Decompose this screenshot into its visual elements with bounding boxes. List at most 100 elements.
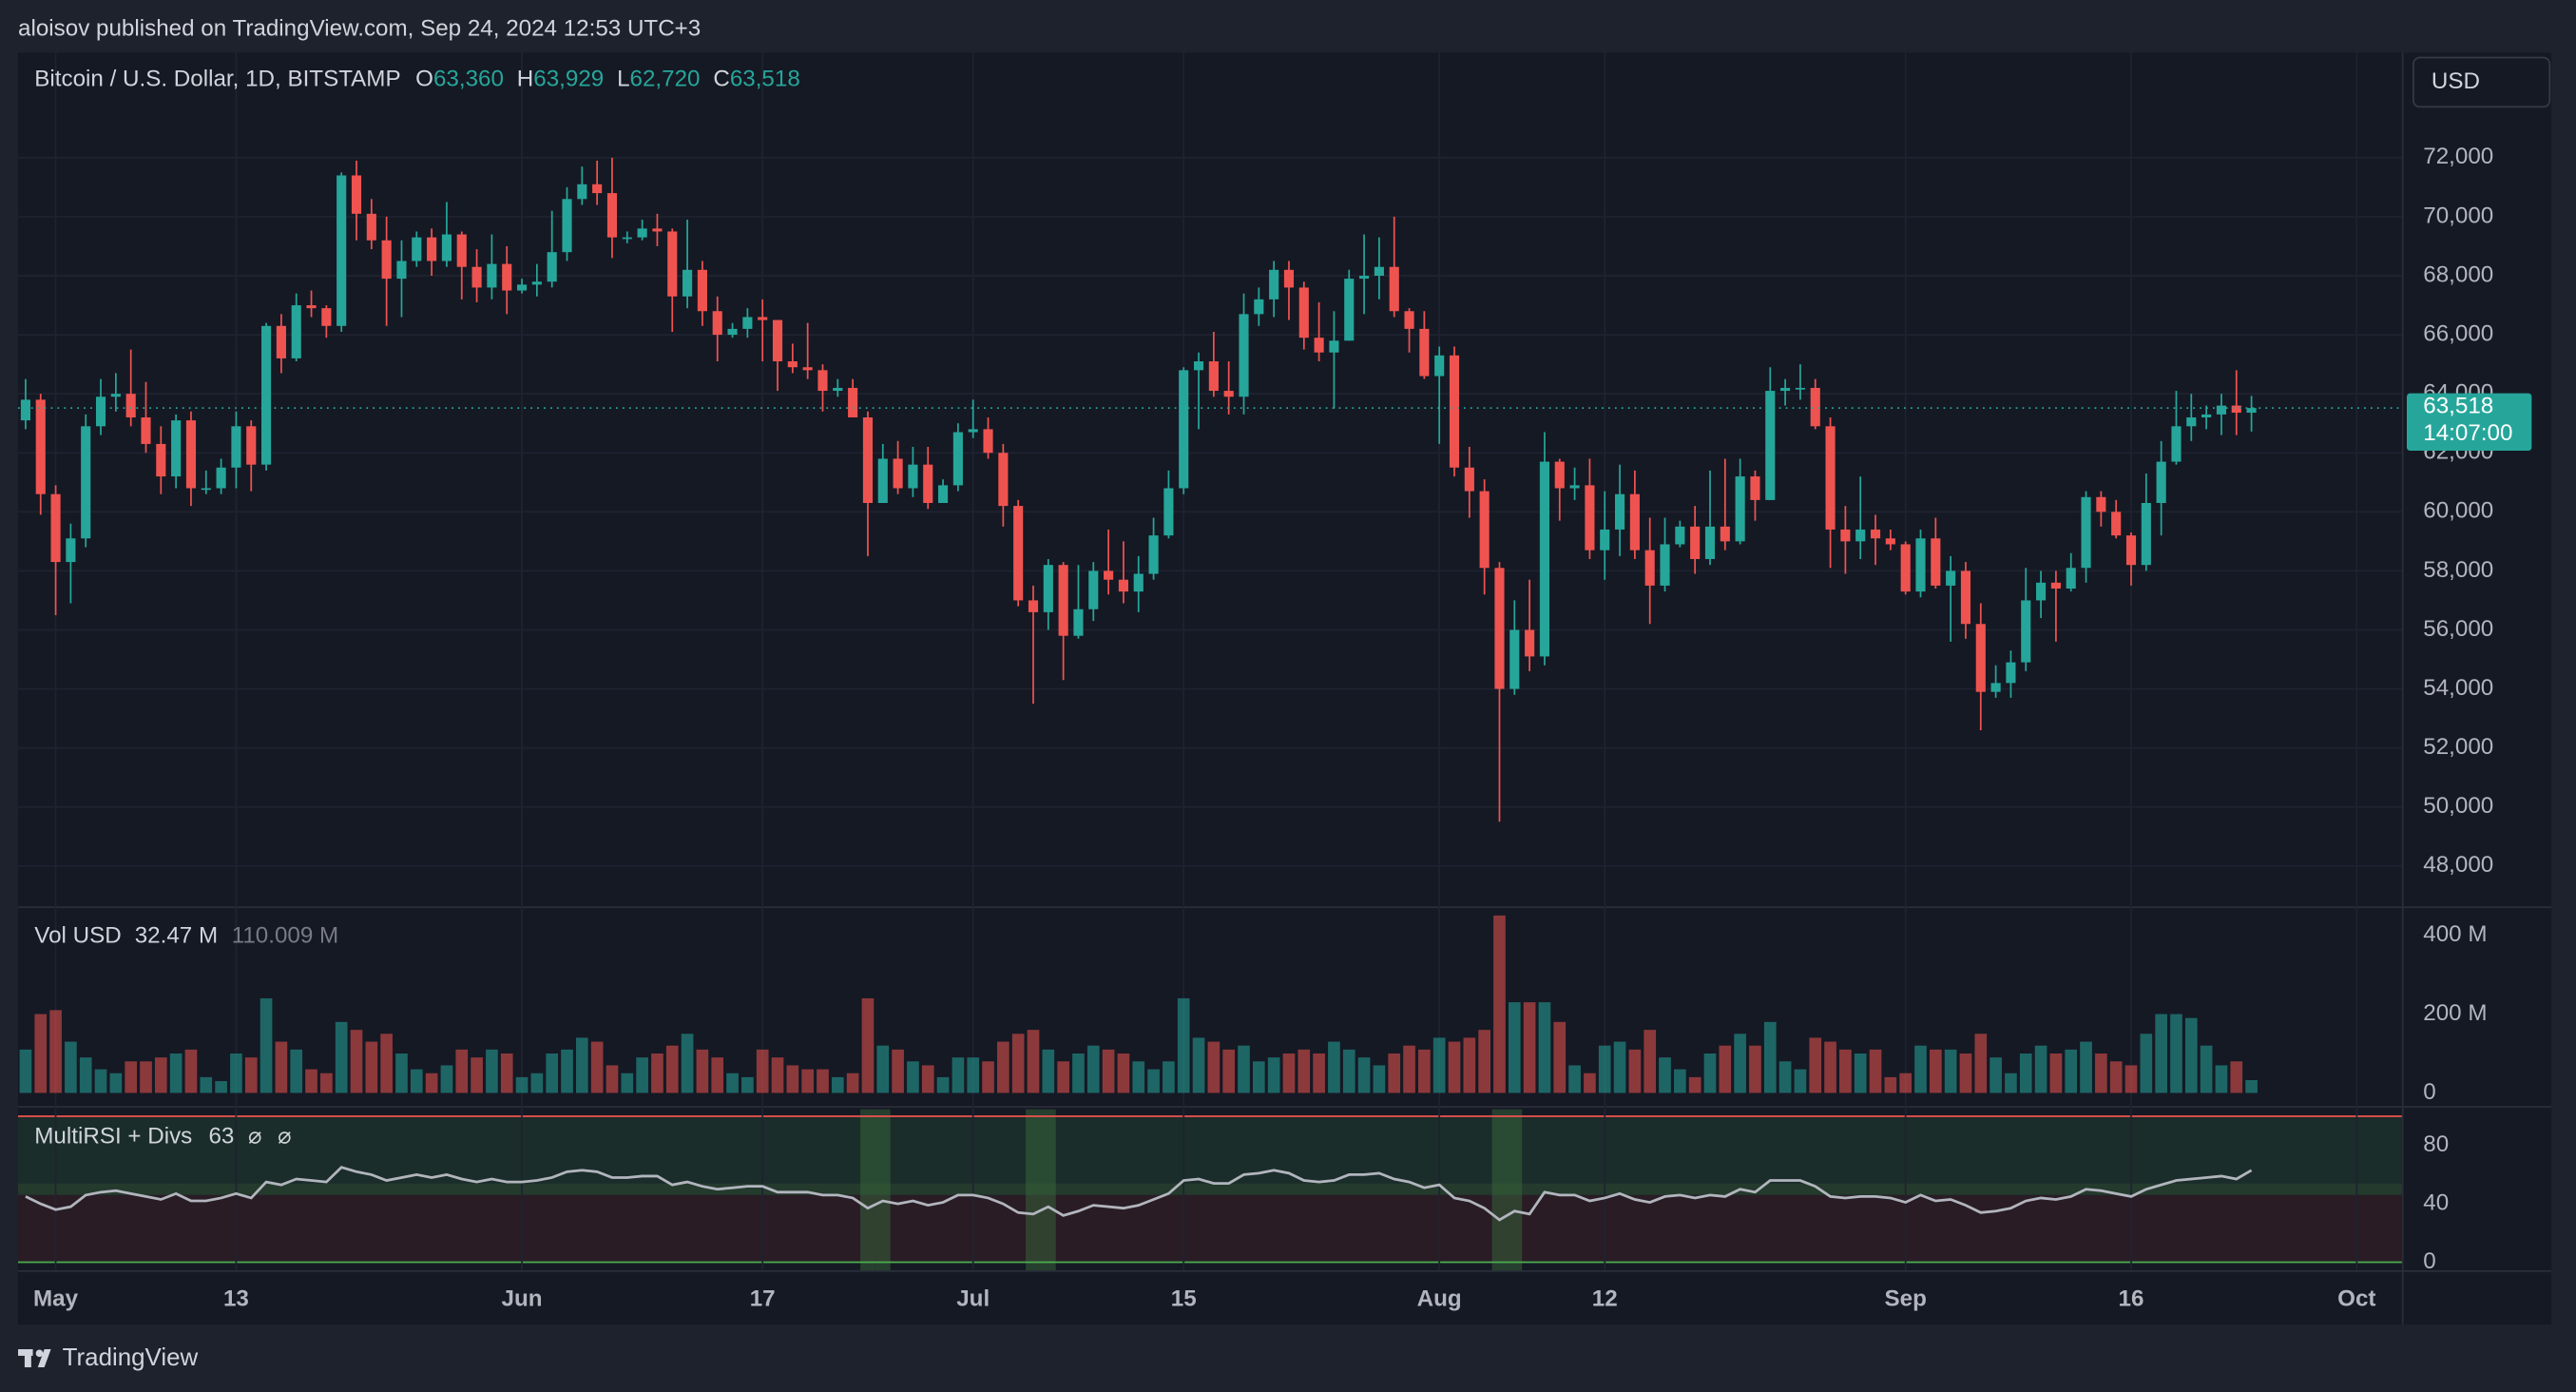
volume-bar <box>1192 1037 1205 1093</box>
divergence-highlight <box>875 1109 891 1271</box>
volume-bar <box>320 1073 333 1093</box>
candle-body <box>321 308 332 326</box>
candle-body <box>20 399 30 421</box>
volume-bar <box>79 1057 92 1093</box>
volume-bar <box>1388 1053 1401 1093</box>
ohlc-value: 63,518 <box>730 67 800 92</box>
volume-bar <box>2200 1045 2213 1093</box>
candle-body <box>471 266 482 288</box>
candle-body <box>1269 269 1279 300</box>
candle-body <box>742 317 753 329</box>
volume-bar <box>1432 1037 1446 1093</box>
candle-body <box>171 420 182 477</box>
volume-bar <box>1824 1041 1836 1093</box>
candle-body <box>1750 476 1760 500</box>
candle-body <box>2036 582 2047 601</box>
volume-bar <box>756 1049 769 1093</box>
volume-bar <box>2215 1065 2228 1093</box>
candle-body <box>1660 544 1670 586</box>
candle-body <box>2231 405 2241 414</box>
y-tick-label: 48,000 <box>2423 852 2493 878</box>
volume-bar <box>350 1030 363 1093</box>
volume-bar <box>515 1076 529 1093</box>
volume-bar <box>681 1034 694 1093</box>
candle-body <box>1013 506 1024 601</box>
candle-body <box>1088 570 1099 609</box>
volume-bar <box>2184 1017 2198 1093</box>
volume-bar <box>410 1069 423 1093</box>
logo-shape <box>24 1349 31 1368</box>
volume-bar <box>590 1041 604 1093</box>
candle-body <box>562 199 572 253</box>
volume-bar <box>1719 1045 1732 1093</box>
volume-bar <box>440 1065 453 1093</box>
volume-bar <box>801 1069 814 1093</box>
candle-body <box>366 213 376 241</box>
ohlc-value: 62,720 <box>630 67 701 92</box>
volume-bar <box>696 1049 709 1093</box>
candle-body <box>1765 391 1776 500</box>
volume-bar <box>1313 1053 1325 1093</box>
volume-bar <box>380 1034 393 1093</box>
candle-body <box>1254 299 1264 315</box>
candle-body <box>1419 328 1430 377</box>
currency-button[interactable] <box>2413 56 2551 108</box>
candle-body <box>2156 461 2166 504</box>
volume-bar <box>1854 1053 1867 1093</box>
y-tick-label: 0 <box>2423 1079 2435 1105</box>
candle-body <box>1494 568 1505 689</box>
volume-bar <box>1884 1076 1897 1093</box>
candle-body <box>983 429 993 454</box>
candle-body <box>667 231 678 297</box>
brand-name: TradingView <box>63 1344 199 1371</box>
candle-body <box>1404 311 1414 329</box>
volume-bar <box>1959 1053 1972 1093</box>
candle-body <box>787 361 798 368</box>
candle-body <box>1389 266 1399 312</box>
currency-label[interactable]: USD <box>2432 68 2480 94</box>
candle-body <box>516 284 528 291</box>
candle-body <box>1223 391 1234 397</box>
candle-body <box>336 175 347 326</box>
y-tick-label: 80 <box>2423 1131 2449 1157</box>
candle-body <box>1675 526 1685 545</box>
candle-body <box>772 319 783 362</box>
candle-body <box>1870 529 1881 539</box>
volume-bar <box>2049 1053 2063 1093</box>
candle-body <box>877 458 888 504</box>
candle-body <box>1283 269 1295 288</box>
candle-body <box>35 399 46 494</box>
volume-bar <box>395 1053 408 1093</box>
x-tick-label: 16 <box>2119 1286 2144 1312</box>
x-tick-label: Oct <box>2337 1286 2375 1312</box>
candle-body <box>1028 600 1039 612</box>
volume-bar <box>1463 1037 1476 1093</box>
volume-bar <box>471 1057 483 1093</box>
y-tick-label: 50,000 <box>2423 793 2493 819</box>
candle-body <box>231 426 241 468</box>
candle-body <box>1735 476 1745 542</box>
volume-bar <box>1553 1021 1567 1093</box>
candle-body <box>2141 503 2151 566</box>
candle-body <box>66 538 76 563</box>
candle-body <box>1946 570 1956 586</box>
last-price-label: 63,518 <box>2423 394 2493 419</box>
volume-bar <box>997 1041 1009 1093</box>
volume-bar <box>711 1057 724 1093</box>
volume-bar <box>65 1041 77 1093</box>
candle-body <box>201 488 211 491</box>
candle-body <box>908 464 918 489</box>
candle-body <box>622 237 632 240</box>
candle-body <box>1479 491 1490 569</box>
ohlc-key: C <box>713 67 729 92</box>
volume-bar <box>1974 1034 1988 1093</box>
candle-body <box>141 416 151 444</box>
candle-body <box>998 453 1009 507</box>
volume-bar <box>1102 1049 1115 1093</box>
volume-bar <box>1267 1057 1280 1093</box>
volume-bar <box>425 1073 438 1093</box>
volume-bar <box>1568 1065 1581 1093</box>
volume-bar <box>1086 1045 1100 1093</box>
volume-bar <box>184 1049 198 1093</box>
